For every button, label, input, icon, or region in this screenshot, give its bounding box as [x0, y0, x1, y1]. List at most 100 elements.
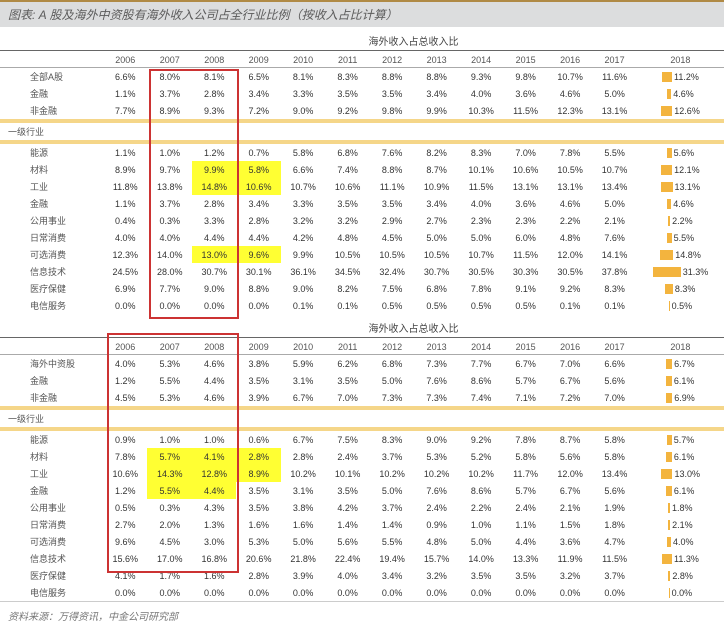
year-col: 2011	[325, 51, 369, 68]
data-cell: 1.1%	[103, 144, 147, 161]
data-cell: 0.1%	[281, 297, 325, 314]
data-cell: 5.3%	[147, 389, 191, 406]
year-col: 2011	[325, 338, 369, 355]
row-label: 公用事业	[0, 499, 103, 516]
data-cell: 3.5%	[503, 567, 547, 584]
data-cell: 0.5%	[103, 499, 147, 516]
bar-cell: 12.1%	[637, 161, 724, 178]
data-cell: 0.1%	[592, 297, 636, 314]
data-cell: 0.0%	[548, 584, 592, 601]
data-cell: 8.2%	[414, 144, 458, 161]
year-col: 2008	[192, 51, 236, 68]
data-cell: 14.0%	[459, 550, 503, 567]
data-cell: 30.5%	[459, 263, 503, 280]
data-cell: 3.2%	[281, 212, 325, 229]
year-col: 2009	[236, 51, 280, 68]
bar-cell: 5.5%	[637, 229, 724, 246]
data-cell: 11.6%	[592, 68, 636, 86]
data-cell: 1.4%	[370, 516, 414, 533]
data-cell: 7.2%	[236, 102, 280, 119]
data-cell: 6.6%	[592, 355, 636, 373]
data-cell: 0.0%	[236, 297, 280, 314]
data-cell: 4.4%	[236, 229, 280, 246]
data-cell: 3.5%	[370, 85, 414, 102]
data-cell: 3.4%	[236, 195, 280, 212]
data-cell: 1.1%	[103, 195, 147, 212]
data-cell: 8.7%	[414, 161, 458, 178]
data-cell: 11.8%	[103, 178, 147, 195]
year-col: 2015	[503, 51, 547, 68]
data-cell: 0.0%	[281, 584, 325, 601]
data-cell: 3.2%	[414, 567, 458, 584]
row-label: 材料	[0, 448, 103, 465]
data-cell: 5.0%	[414, 229, 458, 246]
row-label: 信息技术	[0, 263, 103, 280]
year-col: 2012	[370, 338, 414, 355]
data-cell: 3.5%	[459, 567, 503, 584]
row-label: 非金融	[0, 389, 103, 406]
data-cell: 1.6%	[281, 516, 325, 533]
data-cell: 3.3%	[192, 212, 236, 229]
data-cell: 30.5%	[548, 263, 592, 280]
data-cell: 3.4%	[414, 195, 458, 212]
data-cell: 3.5%	[236, 482, 280, 499]
data-cell: 9.3%	[459, 68, 503, 86]
year-col: 2013	[414, 51, 458, 68]
data-cell: 3.0%	[192, 533, 236, 550]
year-col: 2007	[147, 338, 191, 355]
data-cell: 5.7%	[147, 448, 191, 465]
row-label: 电信服务	[0, 297, 103, 314]
bar-cell: 13.0%	[637, 465, 724, 482]
data-cell: 10.7%	[459, 246, 503, 263]
bar-cell: 8.3%	[637, 280, 724, 297]
data-cell: 10.5%	[414, 246, 458, 263]
data-cell: 4.1%	[192, 448, 236, 465]
data-cell: 6.7%	[281, 431, 325, 448]
data-cell: 15.7%	[414, 550, 458, 567]
data-cell: 4.3%	[192, 499, 236, 516]
data-cell: 8.6%	[459, 482, 503, 499]
data-cell: 0.5%	[459, 297, 503, 314]
year-col: 2009	[236, 338, 280, 355]
data-cell: 3.1%	[281, 482, 325, 499]
data-cell: 10.3%	[459, 102, 503, 119]
data-cell: 2.9%	[370, 212, 414, 229]
data-cell: 2.4%	[325, 448, 369, 465]
data-cell: 0.0%	[503, 584, 547, 601]
data-cell: 14.0%	[147, 246, 191, 263]
data-cell: 3.2%	[325, 212, 369, 229]
data-cell: 4.6%	[192, 389, 236, 406]
data-cell: 37.8%	[592, 263, 636, 280]
data-cell: 7.4%	[325, 161, 369, 178]
bar-cell: 1.8%	[637, 499, 724, 516]
data-cell: 2.8%	[281, 448, 325, 465]
data-cell: 3.6%	[503, 195, 547, 212]
data-cell: 2.3%	[503, 212, 547, 229]
data-cell: 10.7%	[548, 68, 592, 86]
data-cell: 6.7%	[548, 482, 592, 499]
data-cell: 9.8%	[370, 102, 414, 119]
data-cell: 5.3%	[236, 533, 280, 550]
data-cell: 13.3%	[503, 550, 547, 567]
data-cell: 3.5%	[325, 85, 369, 102]
data-cell: 17.0%	[147, 550, 191, 567]
data-cell: 1.3%	[192, 516, 236, 533]
data-cell: 4.6%	[548, 195, 592, 212]
row-label: 全部A股	[0, 68, 103, 86]
data-cell: 0.5%	[414, 297, 458, 314]
row-label: 金融	[0, 195, 103, 212]
data-cell: 19.4%	[370, 550, 414, 567]
data-cell: 8.1%	[281, 68, 325, 86]
data-cell: 7.8%	[503, 431, 547, 448]
data-cell: 6.0%	[503, 229, 547, 246]
data-cell: 4.8%	[414, 533, 458, 550]
row-label: 医疗保健	[0, 280, 103, 297]
year-col: 2012	[370, 51, 414, 68]
row-label: 信息技术	[0, 550, 103, 567]
data-cell: 3.5%	[236, 372, 280, 389]
data-cell: 5.0%	[281, 533, 325, 550]
bar-cell: 5.7%	[637, 431, 724, 448]
year-col: 2010	[281, 51, 325, 68]
year-col: 2008	[192, 338, 236, 355]
data-cell: 5.5%	[147, 482, 191, 499]
